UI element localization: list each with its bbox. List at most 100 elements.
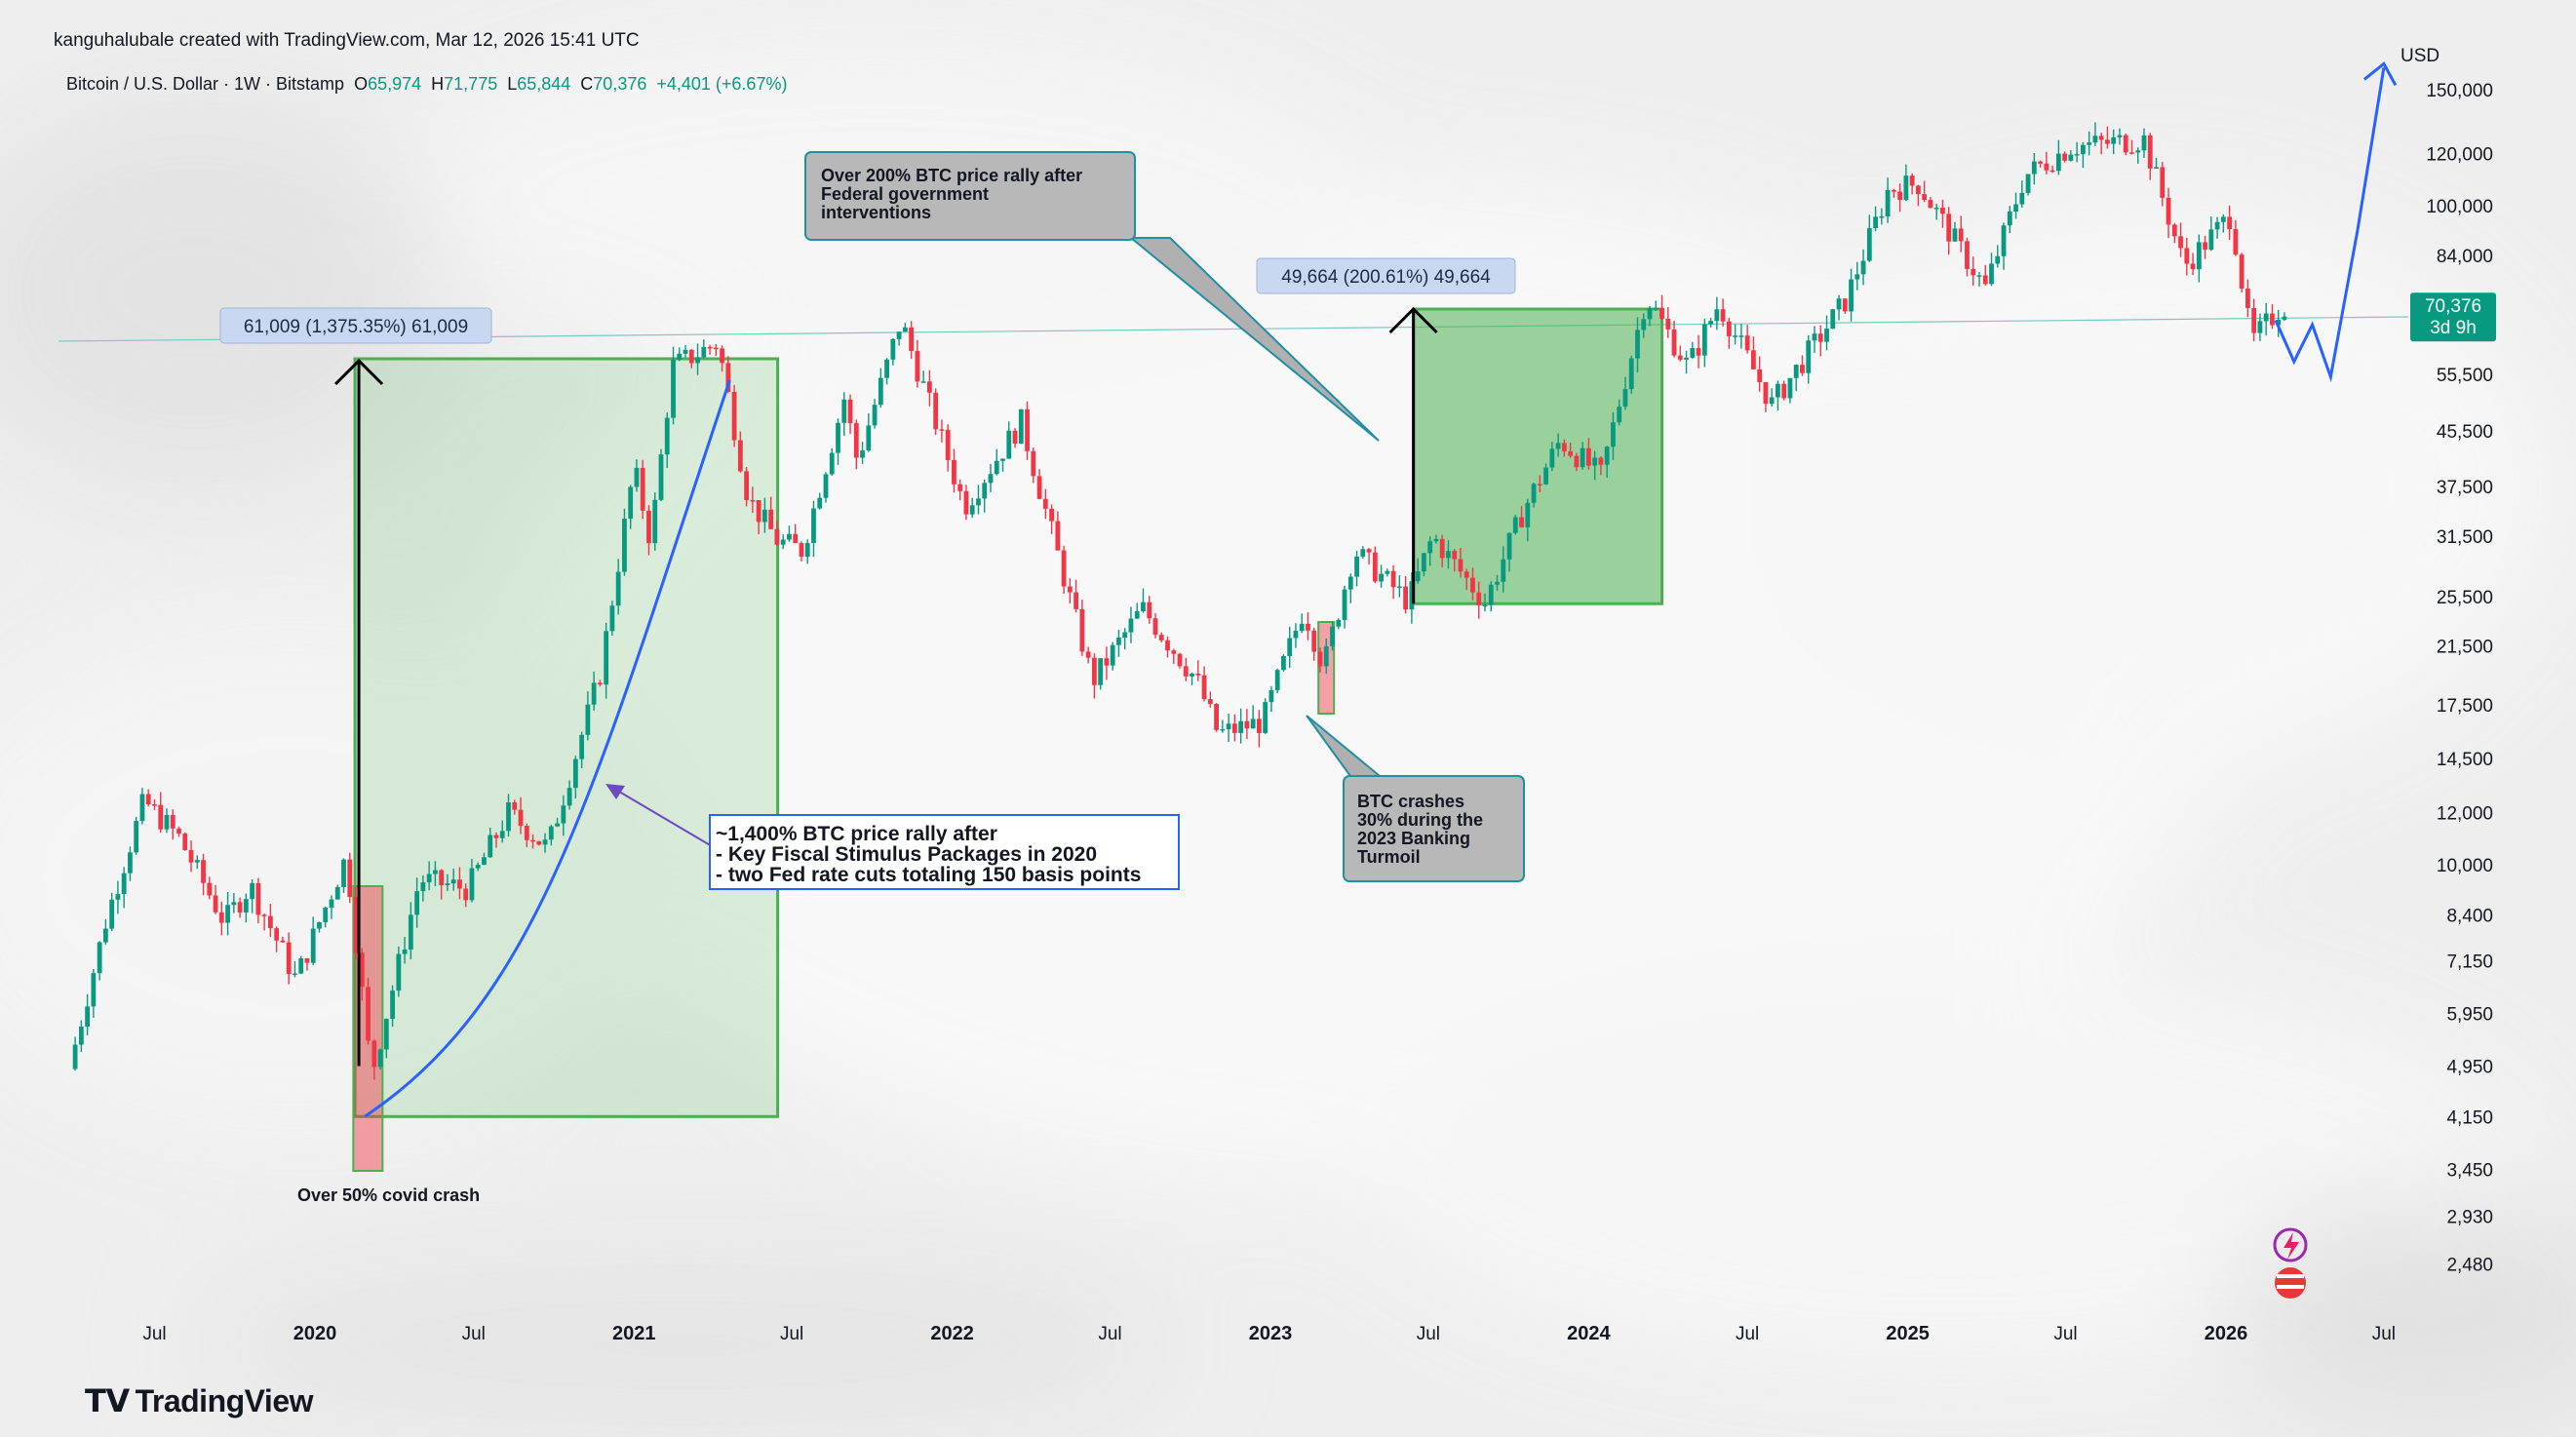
candle-body [1776, 383, 1780, 398]
tradingview-logo[interactable]: 𝗧𝗩 TradingView [85, 1382, 314, 1419]
candle-body [909, 327, 915, 352]
candle-body [646, 510, 651, 544]
candle-body [994, 460, 999, 475]
candle-body [390, 990, 395, 1020]
range-label-2020-bg [219, 307, 492, 344]
candle-body [1012, 430, 1018, 445]
candle-body [2276, 319, 2282, 326]
callout-fed-text: Over 200% BTC price rally after Federal g… [821, 166, 1082, 222]
y-tick-label: 21,500 [2437, 637, 2493, 657]
y-tick-label: 14,500 [2437, 750, 2493, 770]
y-tick-label: 5,950 [2446, 1005, 2493, 1026]
candle-body [1446, 551, 1451, 559]
y-tick-label: 45,500 [2437, 422, 2493, 443]
candle-body [1256, 718, 1262, 733]
y-tick-label: 4,950 [2446, 1058, 2493, 1078]
candle-body [304, 957, 310, 963]
candle-body [1995, 255, 2001, 264]
candle-body [2233, 229, 2239, 255]
x-tick-label: Jul [2053, 1324, 2077, 1344]
candle-body [1751, 350, 1756, 369]
candle-body [1379, 573, 1384, 582]
candle-body [164, 814, 170, 830]
candle-body [683, 349, 688, 354]
candle-body [1317, 651, 1323, 667]
x-tick-label: Jul [1417, 1324, 1440, 1344]
candle-body [585, 704, 591, 735]
candle-body [1482, 604, 1488, 607]
candle-body [2154, 167, 2159, 169]
candle-body [255, 882, 261, 915]
x-tick-label: 2024 [1567, 1323, 1611, 1344]
measure-arrowhead-2023 [1388, 306, 1438, 334]
candle-body [1946, 214, 1952, 242]
candle-body [2141, 135, 2147, 151]
candle-body [2178, 236, 2183, 249]
candle-body [366, 987, 371, 1041]
candle-body [2007, 212, 2012, 226]
candle-body [1311, 630, 1317, 652]
candle-body [1592, 457, 1598, 466]
candle-body [488, 835, 493, 858]
candle-body [597, 682, 603, 685]
candle-body [1976, 275, 1982, 277]
candle-body [677, 353, 683, 360]
candle-body [2019, 192, 2025, 205]
candle-body [1452, 551, 1458, 560]
candle-body [145, 794, 151, 805]
candle-body [371, 1040, 377, 1068]
open-value: 65,974 [368, 74, 422, 94]
y-tick-label: 4,150 [2446, 1107, 2493, 1128]
change-value: +4,401 (+6.67%) [656, 74, 788, 94]
candle-body [1952, 228, 1958, 242]
candle-body [225, 905, 230, 923]
candle-body [622, 518, 627, 572]
candle-body [2282, 316, 2287, 320]
us-flag-icon [2275, 1267, 2306, 1299]
candle-body [756, 499, 761, 523]
last-price-countdown: 3d 9h [2430, 318, 2477, 338]
candle-body [506, 801, 511, 832]
candle-body [267, 915, 273, 929]
candle-body [1701, 324, 1707, 356]
candle-body [1671, 329, 1677, 356]
us-flag-icon-stripe [2277, 1285, 2304, 1289]
candle-body [152, 804, 157, 806]
candle-body [1306, 623, 1310, 631]
candle-body [310, 928, 316, 963]
candle-body [231, 902, 237, 906]
candle-body [1665, 318, 1671, 330]
candle-body [2184, 248, 2190, 264]
candle-body [1708, 321, 1713, 325]
candle-body [1891, 189, 1896, 192]
candle-body [768, 509, 774, 529]
x-tick-label: Jul [462, 1324, 486, 1344]
candle-body [2129, 152, 2134, 154]
candle-body [737, 440, 743, 472]
candle-body [463, 888, 469, 901]
range-label-2020: 61,009 (1,375.35%) 61,009 [244, 317, 468, 337]
candle-body [2171, 224, 2177, 237]
low-label: L [507, 74, 518, 94]
candle-body [866, 425, 872, 451]
candle-body [377, 1049, 383, 1068]
candle-body [1537, 484, 1542, 485]
candle-body [2049, 170, 2055, 173]
candle-body [1006, 430, 1012, 459]
candle-body [1439, 538, 1445, 559]
candle-body [1611, 422, 1616, 447]
candle-body [695, 357, 700, 364]
candle-body [128, 852, 133, 874]
candle-body [1531, 484, 1537, 503]
candle-body [1183, 666, 1189, 677]
candle-body [1812, 333, 1817, 341]
candle-body [420, 882, 426, 892]
candle-body [1916, 185, 1921, 195]
y-tick-label: 3,450 [2446, 1161, 2493, 1182]
lightning-icon-bolt [2283, 1232, 2299, 1260]
candle-body [1506, 532, 1512, 560]
candle-body [1263, 702, 1268, 733]
candle-body [750, 499, 756, 502]
candle-body [2190, 263, 2196, 270]
